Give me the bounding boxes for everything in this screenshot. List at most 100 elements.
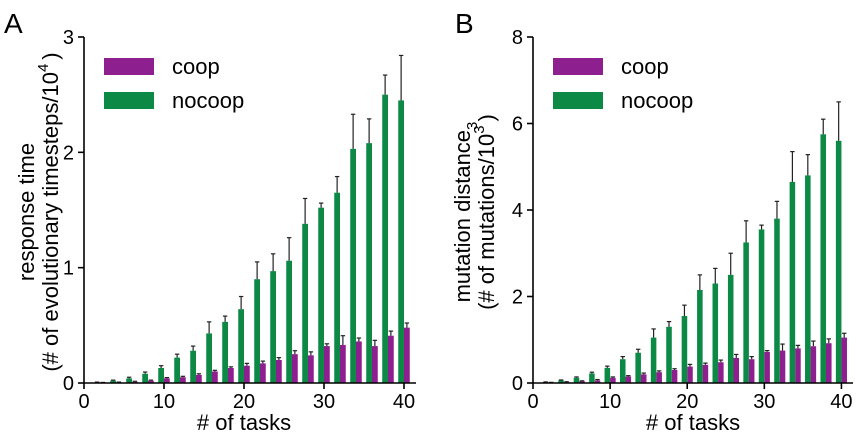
bar-coop-b-15 (780, 351, 786, 383)
bar-nocoop-b-18 (820, 134, 826, 383)
x-tick-label-b-4: 40 (830, 391, 852, 413)
bar-coop-b-12 (733, 358, 739, 383)
bar-nocoop-b-7 (651, 338, 657, 383)
legend-label-nocoop-b: nocoop (621, 88, 693, 113)
bar-nocoop-a-9 (238, 309, 244, 383)
y-tick-label-a-0: 0 (63, 373, 74, 395)
y-tick-label-b-3: 6 (512, 114, 523, 136)
bar-coop-a-8 (228, 368, 234, 383)
bar-coop-b-14 (764, 352, 770, 383)
y-axis-label-a-line1: response time (14, 143, 39, 281)
bar-nocoop-b-9 (682, 316, 688, 383)
bar-nocoop-a-17 (366, 143, 372, 383)
bar-coop-b-17 (811, 346, 817, 383)
y-tick-label-b-2: 4 (512, 200, 523, 222)
legend-label-coop-a: coop (172, 54, 220, 79)
bar-nocoop-a-3 (142, 374, 148, 383)
x-tick-label-a-4: 40 (393, 391, 415, 413)
bar-nocoop-a-16 (350, 149, 356, 383)
bar-coop-a-18 (388, 336, 394, 383)
x-tick-label-b-0: 0 (527, 391, 538, 413)
x-tick-label-a-3: 30 (313, 391, 335, 413)
bar-coop-a-17 (372, 346, 378, 383)
panel-label-b: B (455, 8, 474, 39)
x-tick-label-a-2: 20 (233, 391, 255, 413)
y-tick-label-b-1: 2 (512, 287, 523, 309)
bar-nocoop-b-12 (728, 275, 734, 383)
legend-swatch-coop-a (104, 58, 154, 75)
bar-nocoop-b-5 (620, 359, 626, 383)
legend-swatch-nocoop-b (553, 92, 603, 109)
bar-coop-a-9 (244, 366, 250, 383)
x-axis-label-a: # of tasks (197, 410, 291, 435)
legend-swatch-coop-b (553, 58, 603, 75)
bar-nocoop-b-19 (836, 141, 842, 383)
x-tick-label-b-1: 10 (599, 391, 621, 413)
bar-nocoop-b-17 (805, 175, 811, 383)
bar-coop-a-12 (292, 354, 298, 383)
x-tick-label-a-0: 0 (78, 391, 89, 413)
bar-coop-a-13 (308, 355, 314, 383)
bar-nocoop-b-10 (697, 290, 703, 383)
bar-nocoop-b-14 (759, 229, 765, 383)
bar-nocoop-a-8 (222, 322, 228, 383)
bar-coop-a-11 (276, 360, 282, 383)
legend-swatch-nocoop-a (104, 92, 154, 109)
legend-label-nocoop-a: nocoop (172, 88, 244, 113)
y-axis-label-a: response time (# of evolutionary timeste… (14, 52, 63, 371)
bar-nocoop-b-4 (605, 368, 611, 383)
bar-nocoop-a-5 (174, 358, 180, 383)
bar-nocoop-a-18 (382, 95, 388, 383)
bar-nocoop-a-14 (318, 208, 324, 383)
bar-coop-b-13 (749, 359, 755, 383)
bar-coop-b-6 (641, 374, 647, 383)
bar-coop-a-14 (324, 346, 330, 383)
bar-nocoop-a-19 (398, 100, 404, 383)
x-tick-label-b-3: 30 (753, 391, 775, 413)
x-tick-label-a-1: 10 (153, 391, 175, 413)
plot-panel-b: 0 2 4 6 8 0 10 20 30 40 coop nocoop (512, 27, 853, 413)
bar-coop-a-10 (260, 363, 266, 383)
bar-nocoop-a-6 (190, 351, 196, 383)
y-tick-label-a-3: 3 (63, 27, 74, 49)
bar-coop-b-10 (703, 365, 709, 383)
bar-coop-a-6 (196, 375, 202, 383)
y-tick-label-a-1: 1 (63, 258, 74, 280)
bar-coop-b-11 (718, 362, 724, 383)
y-tick-label-a-2: 2 (63, 142, 74, 164)
bar-nocoop-a-15 (334, 193, 340, 383)
bar-nocoop-a-10 (254, 279, 260, 383)
bar-nocoop-b-3 (589, 373, 595, 383)
bar-coop-b-16 (795, 348, 801, 383)
bar-coop-a-15 (340, 345, 346, 383)
y-tick-label-b-0: 0 (512, 373, 523, 395)
bar-coop-a-19 (404, 328, 410, 383)
bar-nocoop-b-13 (743, 242, 749, 383)
bar-nocoop-b-8 (666, 327, 672, 383)
bar-nocoop-b-11 (713, 284, 719, 383)
bar-nocoop-b-6 (635, 353, 641, 383)
bar-nocoop-b-16 (790, 182, 796, 383)
panel-label-a: A (4, 8, 23, 39)
bar-coop-b-18 (826, 343, 832, 383)
bar-coop-a-5 (180, 377, 186, 383)
y-axis-label-b: mutation distance3 (# of mutations/103) (450, 114, 499, 310)
bar-nocoop-a-11 (270, 271, 276, 383)
bar-nocoop-a-7 (206, 333, 212, 383)
legend-label-coop-b: coop (621, 54, 669, 79)
bar-nocoop-a-12 (286, 261, 292, 383)
bar-nocoop-a-4 (158, 368, 164, 383)
bar-coop-a-16 (356, 341, 362, 383)
bar-coop-a-7 (212, 371, 218, 383)
y-axis-label-b-line2: (# of mutations/103) (471, 114, 499, 310)
x-tick-label-b-2: 20 (676, 391, 698, 413)
bar-coop-b-19 (841, 338, 847, 383)
bar-coop-b-8 (672, 370, 678, 383)
bar-nocoop-a-13 (302, 224, 308, 383)
x-axis-label-b: # of tasks (646, 410, 740, 435)
bar-coop-b-9 (687, 367, 693, 383)
y-tick-label-b-4: 8 (512, 27, 523, 49)
